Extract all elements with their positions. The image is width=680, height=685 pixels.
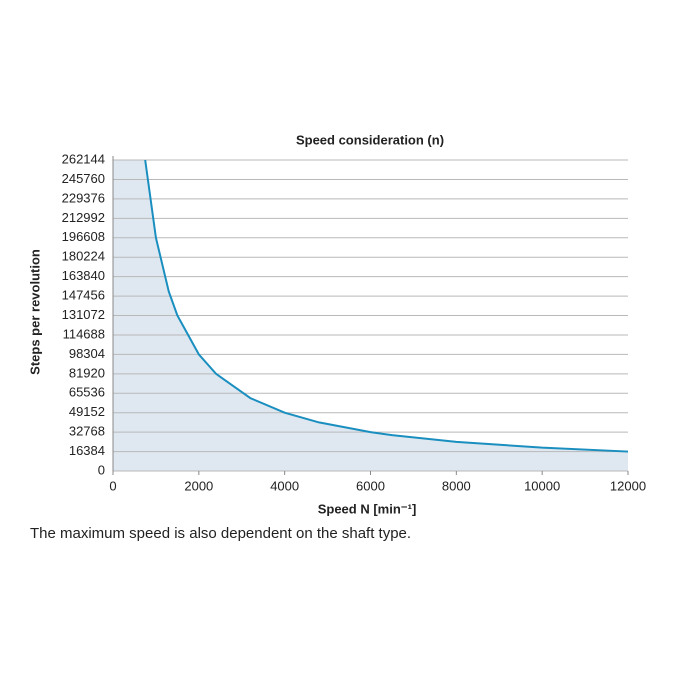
x-tick-label: 6000 <box>356 478 385 493</box>
y-axis-label: Steps per revolution <box>27 249 42 375</box>
y-tick-label: 212992 <box>62 210 105 225</box>
chart-title: Speed consideration (n) <box>296 132 444 147</box>
y-tick-label: 229376 <box>62 190 105 205</box>
y-tick-label: 16384 <box>69 443 105 458</box>
y-tick-label: 131072 <box>62 307 105 322</box>
y-tick-label: 147456 <box>62 288 105 303</box>
x-axis-label: Speed N [min⁻¹] <box>318 501 417 516</box>
y-tick-label: 49152 <box>69 404 105 419</box>
y-tick-label: 196608 <box>62 229 105 244</box>
x-tick-label: 10000 <box>524 478 560 493</box>
caption: The maximum speed is also dependent on t… <box>30 525 411 542</box>
y-tick-label: 114688 <box>63 326 105 341</box>
x-tick-label: 0 <box>109 478 116 493</box>
x-tick-label: 12000 <box>610 478 646 493</box>
x-tick-label: 4000 <box>270 478 299 493</box>
y-tick-label: 81920 <box>69 365 105 380</box>
y-tick-label: 32768 <box>69 424 105 439</box>
y-tick-label: 98304 <box>69 346 105 361</box>
y-tick-label: 262144 <box>62 151 105 166</box>
y-tick-label: 0 <box>98 462 105 477</box>
x-tick-label: 2000 <box>184 478 213 493</box>
y-tick-label: 65536 <box>69 385 105 400</box>
y-tick-label: 180224 <box>62 249 105 264</box>
line <box>144 159 629 453</box>
y-tick-label: 245760 <box>62 171 105 186</box>
x-tick-label: 8000 <box>442 478 471 493</box>
y-tick-label: 163840 <box>62 268 105 283</box>
